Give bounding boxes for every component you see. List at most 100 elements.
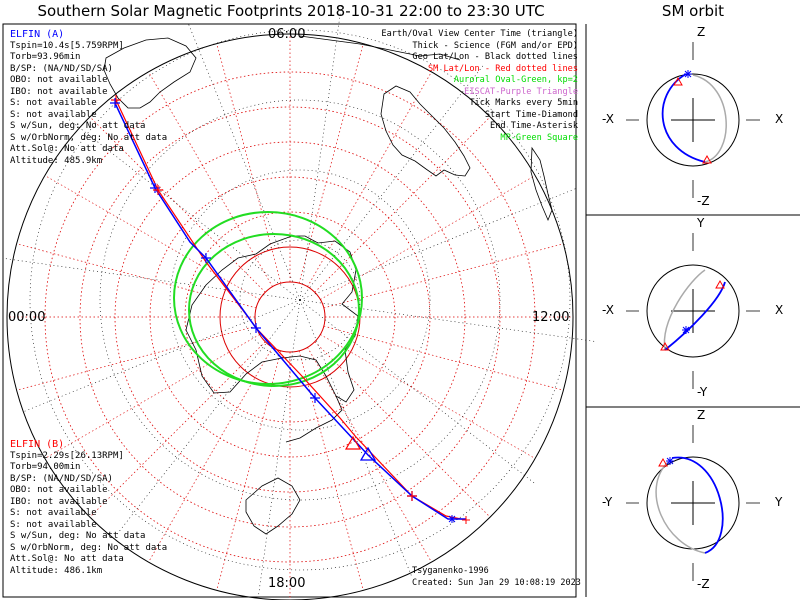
sm-longitude-line	[148, 71, 273, 287]
sm-latitude-circle	[44, 71, 536, 563]
orbit-panel-2-top-label: Y	[697, 216, 705, 230]
geo-latitude-circle	[239, 239, 361, 361]
geo-longitude-line	[21, 299, 301, 413]
sm-longitude-line	[307, 347, 432, 563]
earth-disk	[646, 73, 740, 167]
orbit-panel-1-right-label: X	[775, 112, 784, 126]
sm-longitude-line	[89, 116, 266, 293]
sm-longitude-line	[314, 341, 491, 518]
orbit-panel-2-right-label: X	[775, 303, 784, 317]
orbit-panel-2-left-label: -X	[602, 303, 614, 317]
elfin-a-start-marker	[110, 98, 120, 108]
legend-entry: EISCAT-Purple Triangle	[464, 86, 578, 97]
south-america-tip-outline	[245, 477, 301, 535]
sm-longitude-line	[89, 341, 266, 518]
sm-longitude-line	[44, 175, 260, 300]
orbit-track-behind	[655, 461, 706, 554]
africa-tip-outline	[103, 37, 197, 109]
elfin-a-line: S: not available	[10, 109, 97, 120]
elfin-a-center-time-triangle	[359, 446, 377, 461]
orbit-track-front	[664, 281, 726, 351]
elfin-a-line: S w/OrbNorm, deg: No att data	[10, 132, 168, 143]
elfin-b-line: S: not available	[10, 519, 97, 530]
sm-latitude-circle	[79, 106, 501, 528]
mlt-label-right: 12:00	[532, 310, 570, 325]
sm-longitude-line	[314, 116, 491, 293]
australia-outline	[380, 85, 471, 177]
elfin-b-center-time-triangle	[344, 435, 362, 450]
sm-longitude-line	[323, 243, 564, 309]
axis-ticks	[626, 425, 760, 581]
geo-latitude-circle	[99, 99, 501, 501]
axis-ticks	[626, 233, 760, 389]
orbit-panel-3-left-label: -Y	[602, 495, 613, 509]
elfin-a-line: Tspin=10.4s[5.759RPM]	[10, 40, 124, 51]
sm-longitude-line	[323, 325, 564, 391]
elfin-a-end-asterisk	[448, 515, 456, 523]
elfin-a-line: S w/Sun, deg: No att data	[10, 121, 146, 131]
elfin-b-line: IBO: not available	[10, 496, 108, 507]
orbit-end-asterisk	[684, 70, 692, 78]
elfin-b-5min-tick	[407, 491, 417, 501]
elfin-b-line: Altitude: 486.1km	[10, 565, 103, 576]
orbit-panels	[626, 42, 760, 581]
elfin-b-end-asterisk	[462, 516, 470, 524]
elfin-b-line: Att.Sol@: No att data	[10, 554, 124, 564]
elfin-a-line: B/SP: (NA/ND/SD/SA)	[10, 63, 113, 74]
legend-entry: Earth/Oval View Center Time (triangle)	[381, 29, 578, 39]
elfin-a-line: S: not available	[10, 98, 97, 108]
elfin-a-5min-tick	[310, 393, 320, 403]
antarctic-peninsula-outline	[285, 395, 343, 443]
axis-cross	[671, 98, 715, 142]
orbit-track-front	[661, 73, 706, 163]
mlt-label-left: 00:00	[8, 310, 46, 325]
legend-entry: Thick - Science (FGM and/or EPD)	[412, 40, 578, 51]
geo-longitude-line	[2, 257, 301, 301]
elfin-b-footprint-track	[115, 99, 467, 521]
geo-latitude-circle	[29, 29, 571, 571]
orbit-track-front	[671, 456, 724, 554]
elfin-b-lines: Tspin=2.29s[26.13RPM] Torb=94.00min B/SP: …	[10, 451, 167, 578]
sm-latitude-circle	[184, 211, 396, 423]
legend-entry: Tick Marks every 5min	[469, 98, 578, 108]
created-stamp: Created: Sun Jan 29 10:08:19 2023	[412, 578, 581, 588]
legend-entry: Geo Lat/Lon - Black dotted lines	[412, 52, 578, 62]
elfin-b-line: Torb=94.00min	[10, 462, 81, 472]
orbit-position-triangle	[715, 279, 725, 289]
orbit-panel-1-top-label: Z	[697, 25, 706, 39]
mlt-label-bottom: 18:00	[268, 576, 306, 591]
elfin-a-name: ELFIN (A)	[10, 29, 65, 40]
legend-entry: MP-Green Square	[500, 132, 578, 143]
orbit-position-triangle	[702, 154, 712, 164]
axis-ticks	[626, 42, 760, 198]
elfin-b-line: S w/OrbNorm, deg: No att data	[10, 542, 168, 553]
elfin-a-info: ELFIN (A) Tspin=10.4s[5.759RPM] Torb=93.9…	[10, 29, 167, 167]
elfin-a-line: Altitude: 485.9km	[10, 155, 103, 166]
map-horizon	[6, 33, 574, 600]
geo-longitude-line	[299, 299, 413, 579]
orbit-position-triangle	[658, 457, 668, 467]
legend-entry: End Time-Asterisk	[490, 121, 578, 131]
legend: Earth/Oval View Center Time (triangle) Th…	[381, 29, 578, 144]
sm-longitude-line	[44, 334, 260, 459]
elfin-b-info: ELFIN (B) Tspin=2.29s[26.13RPM] Torb=94.0…	[10, 439, 167, 577]
sm-longitude-line	[216, 43, 282, 284]
auroral-oval-elfin-a	[173, 211, 363, 385]
elfin-b-line: S: not available	[10, 508, 97, 518]
sm-longitude-line	[320, 175, 536, 300]
model-credit: Tsyganenko-1996	[412, 566, 489, 576]
orbit-track-behind	[692, 74, 727, 163]
orbit-panel-2	[626, 233, 760, 389]
axis-cross	[671, 289, 715, 333]
orbit-panel-3-right-label: Y	[775, 495, 783, 509]
elfin-a-line: Torb=93.96min	[10, 52, 81, 62]
orbit-track-behind	[663, 269, 706, 351]
mlt-label-top: 06:00	[268, 27, 306, 42]
orbit-position-triangle	[660, 341, 670, 351]
sm-latitude-circle	[149, 176, 431, 458]
new-zealand-outline	[530, 146, 553, 222]
orbit-panel-1-left-label: -X	[602, 112, 614, 126]
sm-longitude-line	[16, 243, 257, 309]
map-frame	[2, 23, 577, 598]
earth-disk	[646, 264, 740, 358]
